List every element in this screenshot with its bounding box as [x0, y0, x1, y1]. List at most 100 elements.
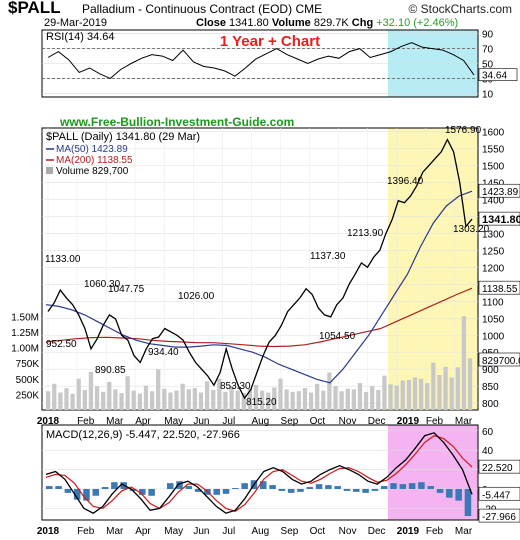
price-annotation-5: 890.85: [95, 365, 126, 376]
volume-bar: [308, 392, 314, 410]
macd-x-label-12: 2019: [397, 526, 420, 537]
last-macd-box: [478, 486, 520, 501]
chg-value: +32.10 (+2.46%): [376, 17, 459, 29]
macd-hist-bar: [176, 481, 183, 489]
volume-bar: [70, 393, 75, 410]
volume-bar: [400, 380, 405, 410]
macd-hist-bar: [73, 488, 81, 500]
macd-hist-bar: [306, 487, 314, 489]
macd-hist-bar: [269, 485, 276, 489]
volume-bar: [223, 391, 228, 410]
volume-legend-swatch: [46, 167, 53, 174]
macd-x-label-0: 2018: [37, 526, 60, 537]
price-tick-label-15: 1550: [482, 144, 505, 155]
volume-bar: [119, 393, 124, 410]
macd-hist-bar: [399, 484, 407, 489]
price-x-label-13: Feb: [426, 416, 444, 427]
volume-bar: [455, 367, 460, 410]
macd-hist-bar: [101, 487, 109, 489]
price-x-label-8: Sep: [281, 416, 299, 427]
rsi-last-value: 34.64: [482, 71, 507, 82]
quote-date: 29-Mar-2019: [44, 17, 107, 29]
price-annotation-8: 815.20: [246, 397, 277, 408]
macd-hist-bar: [83, 488, 90, 501]
macd-hist-bar: [455, 488, 462, 501]
volume-bar: [229, 386, 234, 410]
macd-hist-bar: [55, 486, 62, 489]
price-x-label-2: Mar: [106, 416, 124, 427]
price-annotation-10: 1054.50: [319, 331, 356, 342]
close-label: Close: [196, 17, 226, 29]
macd-x-label-6: Jul: [222, 526, 235, 537]
price-tick-label-8: 1200: [482, 263, 505, 274]
volume-bar: [357, 383, 363, 410]
chg-label: Chg: [351, 17, 374, 29]
volume-bar: [143, 385, 149, 410]
ma50-legend: MA(50) 1423.89: [56, 144, 128, 155]
macd-hist-bar: [408, 483, 416, 489]
volume-bar: [156, 369, 161, 410]
volume-bar: [137, 393, 142, 410]
volume-bar: [217, 378, 222, 410]
macd-hist-bar: [139, 488, 146, 495]
price-x-label-14: Mar: [455, 416, 473, 427]
price-annotation-12: 1396.40: [387, 176, 424, 187]
price-x-label-11: Dec: [368, 416, 386, 427]
last-volume-box: [478, 352, 520, 367]
volume-bar: [321, 390, 326, 410]
volume-bar: [64, 388, 69, 410]
macd-x-label-2: Mar: [106, 526, 124, 537]
stockcharts-logo: © StockCharts.com: [408, 2, 512, 16]
macd-hist-bar: [446, 488, 453, 498]
last-ma50: 1423.89: [482, 187, 519, 198]
volume-bar: [284, 389, 289, 410]
volume-bar: [443, 366, 448, 410]
macd-x-label-10: Nov: [339, 526, 357, 537]
volume-bar: [192, 388, 198, 410]
volume-bar: [52, 383, 57, 410]
volume-bar: [101, 391, 106, 410]
price-annotation-7: 853.30: [220, 381, 251, 392]
macd-hist-bar: [260, 481, 267, 489]
price-tick-label-5: 1050: [482, 314, 505, 325]
macd-hist-bar: [315, 484, 323, 489]
volume-bar: [58, 392, 63, 410]
site-url: www.Free-Bullion-Investment-Guide.com: [59, 115, 294, 129]
rsi-last-box: [478, 68, 518, 81]
volume-bar: [198, 392, 204, 410]
volume-bar: [363, 391, 369, 410]
macd-x-label-11: Dec: [368, 526, 386, 537]
rsi-tick-label-2: 50: [482, 60, 494, 71]
macd-x-label-4: May: [164, 526, 183, 537]
volume-bar: [327, 372, 332, 410]
macd-hist-bar: [418, 482, 425, 489]
macd-x-label-7: Aug: [251, 526, 269, 537]
price-title: $PALL (Daily) 1341.80 (29 Mar): [46, 131, 200, 143]
macd-hist-bar: [297, 488, 304, 492]
close-value: 1341.80: [229, 17, 269, 29]
volume-bar: [278, 378, 283, 410]
volume-bar: [431, 362, 436, 410]
price-annotation-4: 952.50: [46, 339, 77, 350]
macd-hist-bar: [111, 482, 118, 489]
price-x-label-3: Apr: [135, 416, 151, 427]
price-x-label-4: May: [164, 416, 183, 427]
price-tick-label-2: 900: [482, 365, 499, 376]
macd-x-label-13: Feb: [426, 526, 444, 537]
macd-hist-bar: [464, 488, 472, 517]
price-tick-label-13: 1450: [482, 178, 505, 189]
macd-x-label-8: Sep: [281, 526, 299, 537]
price-annotation-11: 1213.90: [347, 228, 384, 239]
macd-tick-label-3: 40: [482, 446, 494, 457]
volume-bar: [296, 391, 301, 410]
macd-x-label-5: Jun: [193, 526, 209, 537]
price-tick-label-6: 1100: [482, 297, 504, 308]
price-x-label-12: 2019: [397, 416, 420, 427]
volume-bar: [180, 383, 185, 410]
volume-bar: [241, 393, 246, 410]
volume-bar: [315, 383, 320, 410]
price-x-label-10: Nov: [339, 416, 357, 427]
macd-hist-bar: [353, 488, 360, 492]
price-annotation-2: 1047.75: [108, 284, 145, 295]
rsi-line: [47, 42, 475, 79]
